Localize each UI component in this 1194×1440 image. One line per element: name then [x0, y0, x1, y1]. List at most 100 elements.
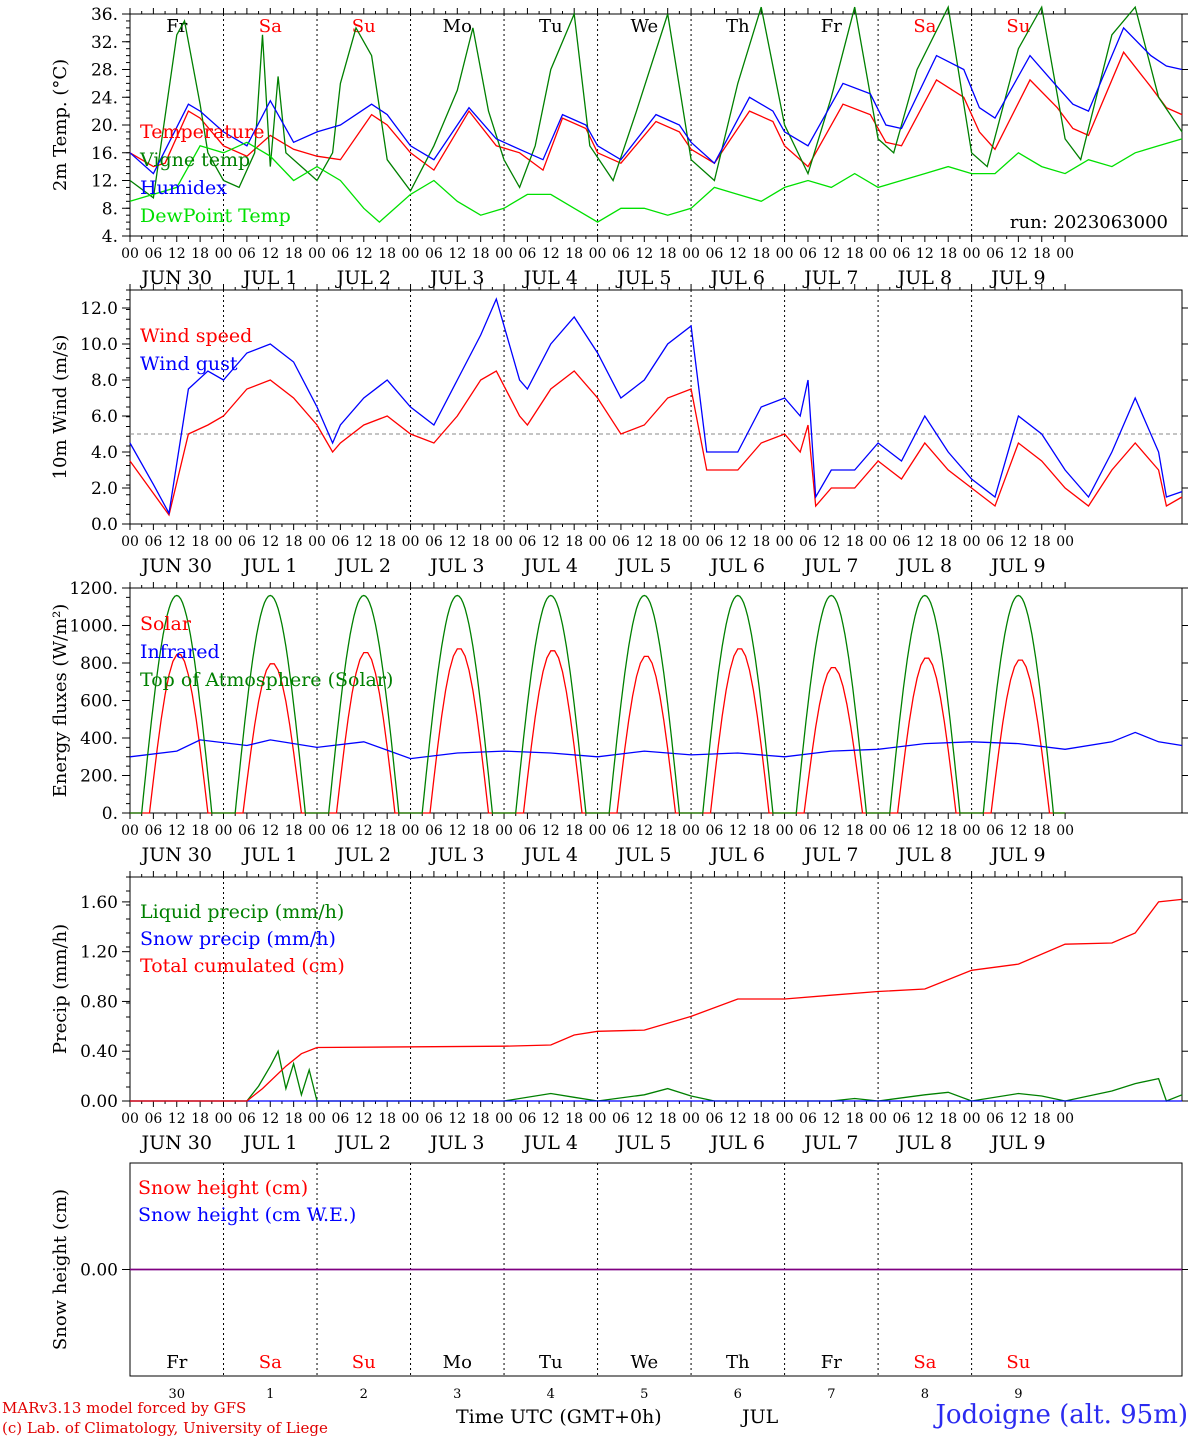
x-date-label: JUL 4: [522, 1132, 578, 1154]
x-hour-label: 18: [659, 534, 677, 550]
x-hour-label: 06: [238, 1111, 256, 1127]
x-date-label: JUN 30: [140, 555, 212, 577]
y-tick-label: 12.0: [80, 299, 118, 319]
x-hour-label: 12: [355, 1111, 373, 1127]
legend-entry: Snow precip (mm/h): [140, 928, 336, 950]
x-hour-label: 00: [963, 1111, 981, 1127]
legend-entry: Snow height (cm): [138, 1177, 308, 1199]
x-date-label: JUL 6: [709, 555, 765, 577]
weekday-label: Sa: [259, 16, 282, 37]
y-tick-label: 12.: [91, 172, 118, 192]
series-line-infrared: [129, 731, 1183, 760]
x-hour-label: 18: [565, 823, 583, 839]
x-hour-label: 06: [612, 246, 630, 262]
weekday-label-bottom: Sa: [259, 1352, 282, 1373]
legend-entry: Wind speed: [140, 325, 252, 347]
x-hour-label: 18: [191, 1111, 209, 1127]
y-axis-label: Energy fluxes (W/m²): [50, 604, 71, 798]
weekday-label: We: [630, 16, 658, 37]
x-hour-label: 06: [425, 534, 443, 550]
x-hour-label: 12: [822, 246, 840, 262]
x-hour-label: 12: [168, 534, 186, 550]
weekday-label: Tu: [539, 16, 563, 37]
y-axis-label: Precip (mm/h): [50, 924, 71, 1054]
x-hour-label: 06: [612, 1111, 630, 1127]
x-hour-label: 06: [144, 1111, 162, 1127]
x-hour-label: 18: [752, 534, 770, 550]
x-hour-label: 00: [308, 246, 326, 262]
y-tick-label: 2.0: [91, 479, 118, 499]
series-line-top-of-atmosphere-solar-: [130, 594, 1066, 814]
x-hour-label: 06: [706, 1111, 724, 1127]
x-hour-label: 00: [402, 246, 420, 262]
x-hour-label: 06: [425, 246, 443, 262]
y-tick-label: 1.60: [80, 893, 118, 913]
x-hour-label: 06: [986, 1111, 1004, 1127]
x-hour-label: 06: [144, 534, 162, 550]
x-hour-label: 18: [565, 1111, 583, 1127]
x-hour-label: 00: [1056, 246, 1074, 262]
y-tick-label: 36.: [91, 5, 118, 25]
x-hour-label: 12: [168, 1111, 186, 1127]
day-number-label: 30: [168, 1387, 185, 1402]
x-hour-label: 12: [916, 1111, 934, 1127]
x-date-label: JUL 7: [802, 267, 858, 289]
y-tick-label: 0.00: [80, 1092, 118, 1112]
y-tick-label: 4.: [102, 227, 118, 247]
x-date-label: JUL 5: [615, 267, 671, 289]
legend-entry: Solar: [140, 613, 192, 635]
x-hour-label: 06: [425, 823, 443, 839]
y-tick-label: 16.: [91, 144, 118, 164]
x-hour-label: 06: [238, 246, 256, 262]
y-tick-label: 1.20: [80, 943, 118, 963]
x-hour-label: 18: [846, 534, 864, 550]
x-hour-label: 18: [191, 534, 209, 550]
x-hour-label: 00: [869, 1111, 887, 1127]
x-hour-label: 00: [589, 534, 607, 550]
weekday-label: Fr: [821, 16, 842, 37]
day-number-label: 9: [1014, 1387, 1022, 1402]
x-hour-label: 06: [893, 246, 911, 262]
plot-frame: [129, 289, 1183, 525]
x-hour-label: 00: [682, 534, 700, 550]
x-hour-label: 06: [519, 246, 537, 262]
x-hour-label: 00: [589, 246, 607, 262]
x-hour-label: 12: [916, 534, 934, 550]
x-hour-label: 06: [238, 534, 256, 550]
x-hour-label: 00: [963, 246, 981, 262]
y-axis-label: 10m Wind (m/s): [50, 335, 71, 480]
x-hour-label: 00: [308, 823, 326, 839]
x-hour-label: 06: [706, 823, 724, 839]
x-hour-label: 06: [799, 823, 817, 839]
x-hour-label: 00: [402, 1111, 420, 1127]
weekday-label-bottom: Tu: [539, 1352, 563, 1373]
day-number-label: 7: [827, 1387, 835, 1402]
x-hour-label: 18: [1033, 534, 1051, 550]
day-number-label: 5: [640, 1387, 648, 1402]
series-line-dewpoint-temp: [129, 138, 1183, 223]
x-hour-label: 12: [261, 1111, 279, 1127]
y-tick-label: 400.: [80, 729, 118, 749]
x-date-label: JUL 4: [522, 844, 578, 866]
x-hour-label: 06: [238, 823, 256, 839]
x-date-label: JUL 5: [615, 1132, 671, 1154]
x-hour-label: 18: [472, 1111, 490, 1127]
x-hour-label: 00: [121, 534, 139, 550]
x-date-label: JUL 6: [709, 1132, 765, 1154]
x-hour-label: 12: [1009, 823, 1027, 839]
x-date-label: JUN 30: [140, 1132, 212, 1154]
x-hour-label: 18: [1033, 246, 1051, 262]
x-hour-label: 06: [706, 534, 724, 550]
x-date-label: JUL 4: [522, 267, 578, 289]
weekday-label-bottom: Sa: [913, 1352, 936, 1373]
x-hour-label: 00: [495, 534, 513, 550]
x-hour-label: 12: [261, 534, 279, 550]
day-number-label: 8: [921, 1387, 929, 1402]
x-date-label: JUL 8: [896, 1132, 952, 1154]
y-tick-label: 0.40: [80, 1042, 118, 1062]
x-hour-label: 12: [542, 246, 560, 262]
x-hour-label: 18: [1033, 823, 1051, 839]
x-hour-label: 00: [308, 1111, 326, 1127]
x-hour-label: 00: [215, 246, 233, 262]
x-hour-label: 18: [378, 1111, 396, 1127]
